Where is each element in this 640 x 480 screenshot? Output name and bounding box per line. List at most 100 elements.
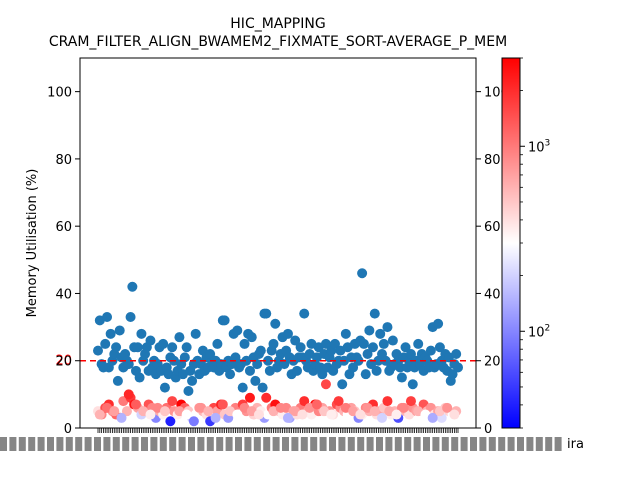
memory-point — [237, 382, 248, 393]
x-tick-label — [28, 437, 36, 451]
memory-point — [232, 325, 243, 336]
x-tick-label — [103, 437, 111, 451]
right-y-tick-label: 60 — [484, 220, 501, 235]
x-tick-label — [159, 437, 167, 451]
x-tick-label — [300, 437, 308, 451]
x-tick-label — [0, 437, 7, 451]
memory-point — [181, 342, 192, 353]
p-mem-point — [188, 416, 199, 427]
memory-point — [127, 281, 138, 292]
p-mem-point — [282, 412, 293, 423]
x-tick-label — [498, 437, 506, 451]
x-tick-label-band — [0, 437, 562, 451]
memory-point — [413, 338, 424, 349]
memory-point — [123, 359, 134, 370]
chart-title: HIC_MAPPING — [230, 16, 326, 32]
p-mem-point — [261, 392, 272, 403]
p-mem-point — [398, 402, 409, 413]
x-tick-label — [413, 437, 421, 451]
memory-point — [268, 338, 279, 349]
memory-point — [93, 345, 103, 356]
p-mem-point — [109, 406, 120, 417]
plot-frame — [79, 57, 477, 429]
x-tick-label — [432, 437, 440, 451]
memory-point — [230, 352, 241, 363]
x-tick-label — [310, 437, 318, 451]
memory-point — [252, 359, 263, 370]
memory-point — [179, 352, 190, 363]
memory-point — [261, 308, 272, 319]
threshold-label: 20 — [55, 354, 72, 369]
p-mem-point — [130, 399, 141, 410]
x-tick-label — [56, 437, 64, 451]
x-tick-label — [338, 437, 346, 451]
memory-point — [167, 342, 178, 353]
x-tick-label — [9, 437, 17, 451]
x-tick-label — [47, 437, 54, 451]
y-tick-label: 40 — [55, 287, 72, 302]
memory-point — [320, 338, 331, 349]
x-tick-label — [347, 437, 355, 451]
memory-point — [244, 365, 255, 376]
y-tick-label: 20 — [55, 355, 72, 370]
memory-point — [270, 318, 281, 329]
x-tick-label — [84, 437, 92, 451]
x-tick-label — [394, 437, 402, 451]
y-axis-label: Memory Utilisation (%) — [25, 169, 40, 318]
p-mem-point — [145, 409, 156, 420]
x-tick-label — [517, 437, 524, 451]
x-tick-label — [112, 437, 120, 451]
x-tick-label — [197, 437, 205, 451]
p-mem-point — [121, 406, 132, 417]
x-tick-label — [488, 437, 496, 451]
memory-point — [369, 308, 380, 319]
x-tick-label — [282, 437, 289, 451]
memory-point — [174, 332, 185, 343]
p-mem-point — [333, 396, 344, 407]
memory-point — [348, 362, 359, 373]
x-tick-label — [263, 437, 271, 451]
x-tick-label — [376, 437, 383, 451]
memory-point — [263, 355, 274, 366]
memory-point — [212, 338, 223, 349]
memory-point — [114, 325, 125, 336]
x-tick-label — [75, 437, 83, 451]
memory-point — [239, 338, 250, 349]
memory-point — [102, 312, 113, 322]
p-mem-point — [123, 389, 134, 400]
x-tick-label — [329, 437, 336, 451]
chart-subtitle: CRAM_FILTER_ALIGN_BWAMEM2_FIXMATE_SORT-A… — [48, 34, 508, 50]
memory-point — [367, 342, 378, 353]
memory-point — [447, 369, 458, 380]
memory-point — [125, 312, 136, 322]
x-tick-label — [253, 437, 261, 451]
x-tick-label — [141, 437, 148, 451]
p-mem-point — [391, 409, 402, 420]
memory-point — [145, 335, 156, 346]
memory-point — [337, 379, 348, 390]
memory-point — [329, 338, 340, 349]
y-axis-left: 0 20 40 60 80 100 — [47, 86, 80, 437]
p-mem-point — [181, 409, 192, 420]
y-tick-label: 60 — [55, 220, 72, 235]
x-tick-label — [150, 437, 158, 451]
x-tick-label — [545, 437, 553, 451]
memory-point — [425, 345, 436, 356]
x-tick-label — [423, 437, 430, 451]
p-mem-point — [382, 396, 393, 407]
memory-point — [282, 328, 293, 339]
x-tick-label — [131, 437, 139, 451]
x-tick-label-right: ira — [567, 437, 584, 452]
memory-point — [451, 349, 462, 359]
memory-point — [340, 328, 351, 339]
x-tick-label — [479, 437, 487, 451]
memory-point — [257, 382, 268, 393]
p-mem-point — [320, 379, 331, 390]
colorbar — [501, 57, 521, 429]
p-mem-point — [377, 412, 388, 423]
memory-point — [134, 372, 145, 383]
p-mem-point — [442, 402, 453, 413]
memory-point — [255, 345, 266, 356]
p-mem-point — [232, 409, 243, 420]
